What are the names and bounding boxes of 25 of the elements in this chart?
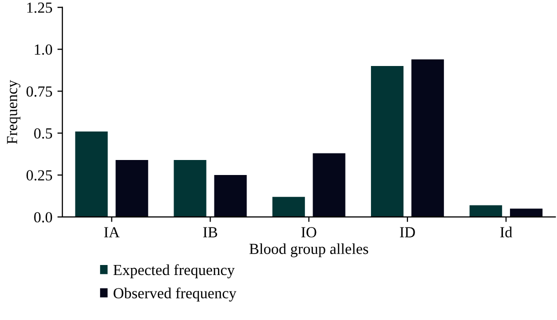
bar [510,208,543,217]
bar [272,196,305,217]
y-tick-label: 0.5 [34,128,52,139]
bar [470,205,502,217]
bar [370,66,404,217]
bar [411,59,444,217]
bar [312,153,346,217]
y-tick-label: 0.75 [26,86,52,97]
y-tick-label: 0.25 [26,170,52,181]
x-tick-label: IA [104,227,120,238]
bar [214,175,247,217]
bar [75,131,108,217]
x-tick-label: IB [203,227,218,238]
y-tick-label: 1.0 [34,44,52,55]
x-tick-label: IO [301,227,316,238]
y-axis-title: Frequency [7,80,20,144]
legend-label: Observed frequency [114,287,236,302]
x-tick-label: Id [500,226,512,238]
y-tick-label: 0.0 [34,212,52,222]
y-tick-label: 1.25 [27,2,52,13]
bar [116,160,148,217]
x-tick-label: ID [400,227,415,238]
x-axis-title: Blood group alleles [249,243,368,258]
legend-label: Expected frequency [113,264,235,278]
bar [174,160,206,217]
